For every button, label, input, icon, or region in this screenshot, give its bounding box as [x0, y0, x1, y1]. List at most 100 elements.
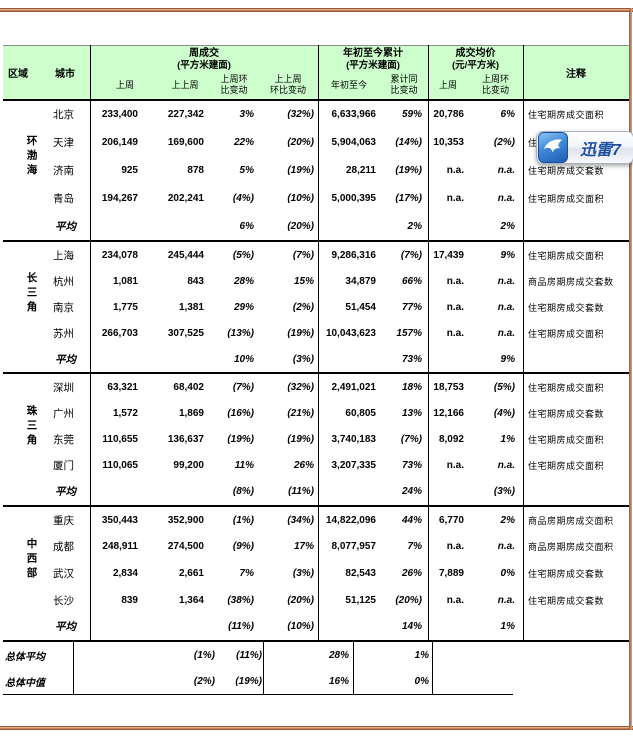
- section-divider: [3, 505, 629, 507]
- ytd-volume: 51,125: [345, 594, 376, 606]
- price-wow-change: 0%: [500, 567, 515, 579]
- average-label: 平均: [55, 353, 76, 366]
- prev-week-volume: 2,661: [178, 567, 204, 579]
- table-row: 济南 925 878 5% (19%) 28,211 (19%) n.a. n.…: [3, 157, 629, 185]
- prev-week-volume: 99,200: [173, 460, 204, 472]
- price-wow-change: n.a.: [497, 164, 515, 176]
- note: 商品房期房成交面积: [528, 515, 614, 526]
- prev-wow-change: (32%): [287, 381, 314, 393]
- xunlei-swallow-icon[interactable]: [538, 132, 568, 163]
- city-label: 成都: [53, 541, 74, 554]
- wow-change: (1%): [232, 514, 254, 526]
- prev-wow-change: (2%): [292, 301, 314, 313]
- prev-week-volume: 1,381: [178, 301, 204, 313]
- summary-label: 总体平均: [5, 651, 45, 663]
- table-row: 长沙 839 1,364 (38%) (20%) 51,125 (20%) n.…: [3, 587, 629, 614]
- last-week-volume: 266,703: [101, 327, 138, 339]
- table-row: 上海 234,078 245,444 (5%) (7%) 9,286,316 (…: [3, 242, 629, 268]
- city-label: 深圳: [53, 381, 74, 394]
- group-title: 年初至今累计: [343, 48, 403, 59]
- note: 住宅期房成交套数: [528, 595, 605, 606]
- price-wow-change: (2%): [493, 137, 515, 149]
- header-divider: [3, 99, 629, 101]
- prev-wow-change: (19%): [287, 433, 314, 445]
- overall-summary: 总体平均 (1%) (11%) 28% 1% 总体中值 (2%) (19%) 1…: [3, 642, 629, 694]
- region-label: 中西部: [25, 538, 38, 582]
- col-ytd: 年初至今: [330, 80, 367, 90]
- city-label: 青岛: [53, 192, 74, 205]
- last-week-volume: 194,267: [101, 192, 138, 204]
- wow-change: (7%): [232, 381, 254, 393]
- group-title: 周成交: [189, 48, 219, 59]
- prev-week-volume: 169,600: [167, 137, 204, 149]
- group-avg-price: 成交均价 (元/平方米): [428, 48, 523, 72]
- ytd-yoy-change: 26%: [401, 567, 422, 579]
- wow-change: (13%): [227, 327, 254, 339]
- ytd-volume: 14,822,096: [325, 514, 376, 526]
- avg-ytd-yoy: 2%: [407, 220, 422, 232]
- prev-wow-change: (21%): [287, 407, 314, 419]
- price-last-week: n.a.: [446, 301, 464, 313]
- price-wow-change: n.a.: [497, 192, 515, 204]
- overall-wow: (2%): [193, 675, 215, 687]
- last-week-volume: 234,078: [101, 249, 138, 261]
- city-header: 城市: [55, 69, 75, 80]
- price-last-week: 7,889: [438, 567, 464, 579]
- price-wow-change: n.a.: [497, 594, 515, 606]
- region-header: 区域: [8, 69, 28, 80]
- prev-week-volume: 274,500: [167, 541, 204, 553]
- prev-week-volume: 245,444: [167, 249, 204, 261]
- page-right-border: [629, 8, 632, 730]
- ytd-volume: 3,740,183: [331, 433, 377, 445]
- ytd-yoy-change: (7%): [400, 433, 422, 445]
- ytd-volume: 51,454: [345, 301, 376, 313]
- wow-change: (5%): [232, 249, 254, 261]
- last-week-volume: 1,081: [112, 275, 138, 287]
- prev-wow-change: 17%: [293, 541, 314, 553]
- page-bottom-border: [0, 726, 633, 730]
- wow-change: 7%: [239, 567, 254, 579]
- prev-week-volume: 878: [187, 164, 204, 176]
- prev-week-volume: 352,900: [167, 514, 204, 526]
- price-last-week: n.a.: [446, 275, 464, 287]
- price-wow-change: n.a.: [497, 327, 515, 339]
- ytd-volume: 5,000,395: [331, 192, 377, 204]
- wow-change: (19%): [227, 433, 254, 445]
- avg-wow-change: 6%: [239, 220, 254, 232]
- price-last-week: 10,353: [433, 137, 464, 149]
- ytd-yoy-change: 157%: [396, 327, 422, 339]
- group-title: 成交均价: [455, 48, 496, 59]
- avg-price-wow: 1%: [500, 621, 515, 633]
- price-wow-change: (4%): [493, 407, 515, 419]
- col-last-week: 上周: [115, 80, 134, 90]
- region-label: 长三角: [25, 272, 38, 316]
- city-label: 武汉: [53, 567, 74, 580]
- note: 住宅期房成交面积: [528, 193, 605, 204]
- price-last-week: n.a.: [446, 192, 464, 204]
- table-row: 成都 248,911 274,500 (9%) 17% 8,077,957 7%…: [3, 534, 629, 561]
- table-row: 青岛 194,267 202,241 (4%) (10%) 5,000,395 …: [3, 184, 629, 212]
- xunlei7-overlay-badge[interactable]: 迅雷7: [536, 131, 633, 164]
- summary-column-divider: [432, 642, 433, 694]
- prev-wow-change: 15%: [293, 275, 314, 287]
- group-weekly-volume: 周成交 (平方米建面): [90, 48, 318, 72]
- price-last-week: 17,439: [433, 249, 464, 261]
- ytd-volume: 60,805: [345, 407, 376, 419]
- last-week-volume: 63,321: [107, 381, 138, 393]
- table-row: 北京 233,400 227,342 3% (32%) 6,633,966 59…: [3, 101, 629, 129]
- avg-wow-change: 10%: [233, 353, 254, 365]
- avg-prev-wow-change: (10%): [287, 621, 314, 633]
- table-top-border: [3, 45, 629, 46]
- weekly-transactions-table: 区域 城市 周成交 (平方米建面) 年初至今累计 (平方米建面) 成交均价 (元…: [3, 45, 629, 695]
- avg-ytd-yoy: 73%: [401, 353, 422, 365]
- table-row: 厦门 110,065 99,200 11% 26% 3,207,335 73% …: [3, 453, 629, 479]
- wow-change: (4%): [232, 192, 254, 204]
- last-week-volume: 1,572: [112, 407, 138, 419]
- wow-change: 11%: [234, 460, 254, 472]
- price-wow-change: 6%: [500, 109, 515, 121]
- ytd-yoy-change: (17%): [395, 192, 422, 204]
- prev-week-volume: 307,525: [167, 327, 204, 339]
- overall-ytd-yoy: 28%: [328, 649, 349, 661]
- prev-wow-change: (10%): [287, 192, 314, 204]
- price-wow-change: n.a.: [497, 275, 515, 287]
